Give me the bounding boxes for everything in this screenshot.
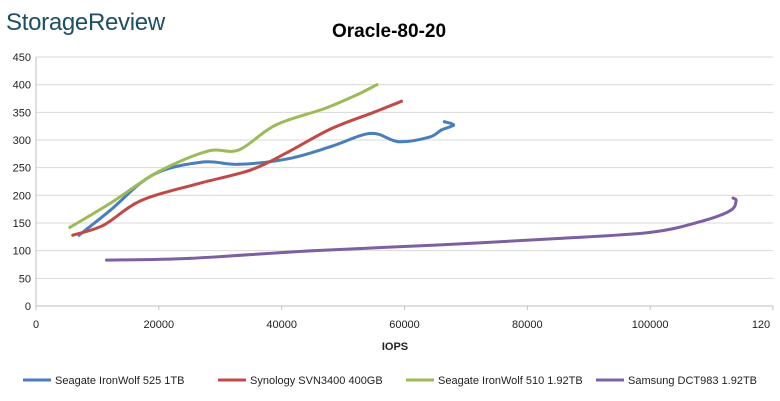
x-tick-label: 100000 <box>632 319 669 331</box>
y-tick-label: 200 <box>13 190 31 202</box>
series-line-2 <box>71 99 403 237</box>
data-point <box>369 131 373 135</box>
data-point <box>356 92 360 96</box>
legend-label: Seagate IronWolf 525 1TB <box>55 375 184 387</box>
legend-item: Seagate IronWolf 525 1TB <box>23 375 184 387</box>
data-point <box>157 170 161 173</box>
data-point <box>439 128 443 132</box>
chart-title: Oracle-80-20 <box>332 21 446 42</box>
data-point <box>274 123 277 127</box>
data-point <box>286 157 290 161</box>
data-point <box>442 120 446 124</box>
data-point <box>329 127 333 131</box>
legend-item: Synology SVN3400 400GB <box>218 375 383 387</box>
data-point <box>728 209 732 213</box>
y-tick-label: 150 <box>13 218 31 230</box>
data-point <box>286 150 290 154</box>
data-point <box>310 249 314 253</box>
data-point <box>399 99 403 103</box>
legend-label: Seagate IronWolf 510 1.92TB <box>438 375 583 387</box>
y-tick-label: 350 <box>13 107 31 119</box>
legend-label: Synology SVN3400 400GB <box>250 375 383 387</box>
legend-label: Samsung DCT983 1.92TB <box>628 375 757 387</box>
x-tick-label: 120 <box>752 319 770 331</box>
data-point <box>375 83 379 87</box>
data-point <box>200 160 204 164</box>
data-point <box>433 243 437 247</box>
x-tick-label: 20000 <box>144 319 175 331</box>
y-tick-label: 0 <box>25 301 31 313</box>
data-point <box>237 162 241 166</box>
x-tick-label: 0 <box>33 319 39 331</box>
data-point <box>188 256 191 260</box>
legend-item: Samsung DCT983 1.92TB <box>596 375 757 387</box>
data-point <box>102 223 106 227</box>
data-point <box>105 258 109 262</box>
axes: 0 50 100 150 200 250 300 350 400 450 0 20000 40000 60… <box>13 52 774 331</box>
y-tick-label: 100 <box>13 246 31 258</box>
data-point <box>372 110 376 114</box>
x-axis-label: IOPS <box>382 341 408 353</box>
data-point <box>237 148 241 152</box>
data-point <box>206 149 210 153</box>
x-tick-label: 40000 <box>266 319 297 331</box>
plot-area <box>68 83 738 262</box>
y-tick-label: 300 <box>13 135 31 147</box>
y-tick-label: 450 <box>13 52 31 64</box>
legend-item: Seagate IronWolf 510 1.92TB <box>406 375 583 387</box>
data-point <box>734 199 738 203</box>
y-tick-label: 400 <box>13 80 31 92</box>
data-point <box>648 230 652 234</box>
y-tick-label: 250 <box>13 163 31 175</box>
data-point <box>249 168 253 172</box>
data-point <box>329 145 333 149</box>
data-point <box>194 182 198 186</box>
data-point <box>556 237 560 240</box>
data-point <box>323 107 327 110</box>
y-tick-label: 50 <box>19 273 31 285</box>
x-tick-label: 80000 <box>512 319 543 331</box>
storagereview-logo: StorageReview <box>6 9 166 36</box>
data-point <box>68 225 72 229</box>
data-point <box>396 140 400 144</box>
data-point <box>452 123 456 127</box>
data-point <box>697 220 701 224</box>
legend: Seagate IronWolf 525 1TB Synology SVN3400… <box>23 375 757 387</box>
data-point <box>731 196 735 200</box>
data-point <box>108 202 112 206</box>
data-point <box>71 233 75 237</box>
data-point <box>427 135 431 139</box>
data-point <box>108 209 112 213</box>
series-line-1 <box>77 120 456 237</box>
x-tick-label: 60000 <box>389 319 420 331</box>
data-point <box>138 199 142 203</box>
